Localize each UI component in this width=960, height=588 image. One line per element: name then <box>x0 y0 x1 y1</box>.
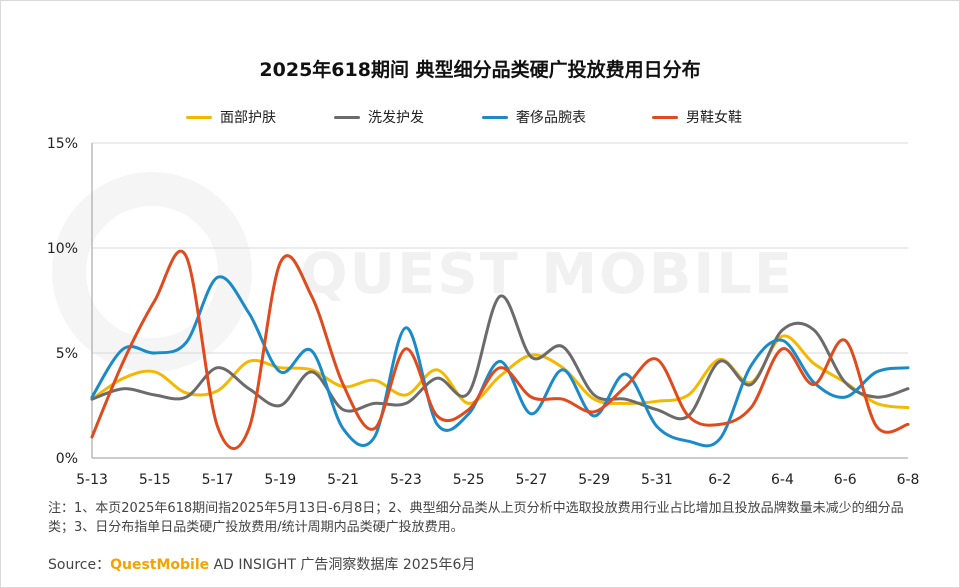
x-tick-label-13: 6-8 <box>897 472 920 488</box>
x-tick-label-7: 5-27 <box>515 472 547 488</box>
source-rest: AD INSIGHT 广告洞察数据库 2025年6月 <box>209 557 476 573</box>
legend-label-1: 洗发护发 <box>368 110 424 126</box>
legend-swatch-1 <box>334 115 360 119</box>
legend-item-3: 男鞋女鞋 <box>652 106 742 128</box>
x-tick-label-8: 5-29 <box>578 472 610 488</box>
x-tick-label-0: 5-13 <box>76 472 108 488</box>
footnote: 注：1、本页2025年618期间指2025年5月13日-6月8日；2、典型细分品… <box>48 501 904 535</box>
legend-item-1: 洗发护发 <box>334 106 424 128</box>
x-tick-label-2: 5-17 <box>202 472 234 488</box>
chart-title: 2025年618期间 典型细分品类硬广投放费用日分布 <box>259 59 701 81</box>
series-line-1 <box>90 294 910 421</box>
series-line-2 <box>90 275 910 448</box>
source-brand: QuestMobile <box>110 557 210 573</box>
series-line-0 <box>90 334 910 410</box>
legend-label-0: 面部护肤 <box>220 110 276 126</box>
line-chart: 0% 5% 10% 15% 5-13 5-15 5-17 5-19 5-21 5-23 5-25 5-… <box>47 136 920 488</box>
x-tick-label-10: 6-2 <box>708 472 731 488</box>
legend-label-3: 男鞋女鞋 <box>686 110 742 126</box>
legend-swatch-3 <box>652 115 678 119</box>
x-tick-label-3: 5-19 <box>264 472 296 488</box>
legend-swatch-2 <box>482 115 508 119</box>
x-tick-label-1: 5-15 <box>139 472 171 488</box>
y-tick-label-0: 0% <box>56 451 78 467</box>
x-tick-label-4: 5-21 <box>327 472 359 488</box>
x-tick-label-11: 6-4 <box>771 472 794 488</box>
source-label: Source： <box>48 557 111 573</box>
legend-label-2: 奢侈品腕表 <box>516 110 586 126</box>
x-tick-label-12: 6-6 <box>834 472 857 488</box>
legend-item-0: 面部护肤 <box>186 106 276 128</box>
chart-legend: 面部护肤 洗发护发 奢侈品腕表 男鞋女鞋 <box>0 106 960 128</box>
x-tick-label-5: 5-23 <box>390 472 422 488</box>
watermark-text: QUEST MOBILE <box>300 242 795 307</box>
legend-swatch-0 <box>186 115 212 119</box>
series-line-3 <box>90 249 910 450</box>
legend-item-2: 奢侈品腕表 <box>482 106 586 128</box>
x-tick-label-6: 5-25 <box>453 472 485 488</box>
y-tick-label-2: 10% <box>47 241 78 257</box>
source-line: Source：QuestMobile AD INSIGHT 广告洞察数据库 20… <box>48 554 475 574</box>
y-tick-label-1: 5% <box>56 346 78 362</box>
x-tick-label-9: 5-31 <box>641 472 673 488</box>
y-tick-label-3: 15% <box>47 136 78 152</box>
